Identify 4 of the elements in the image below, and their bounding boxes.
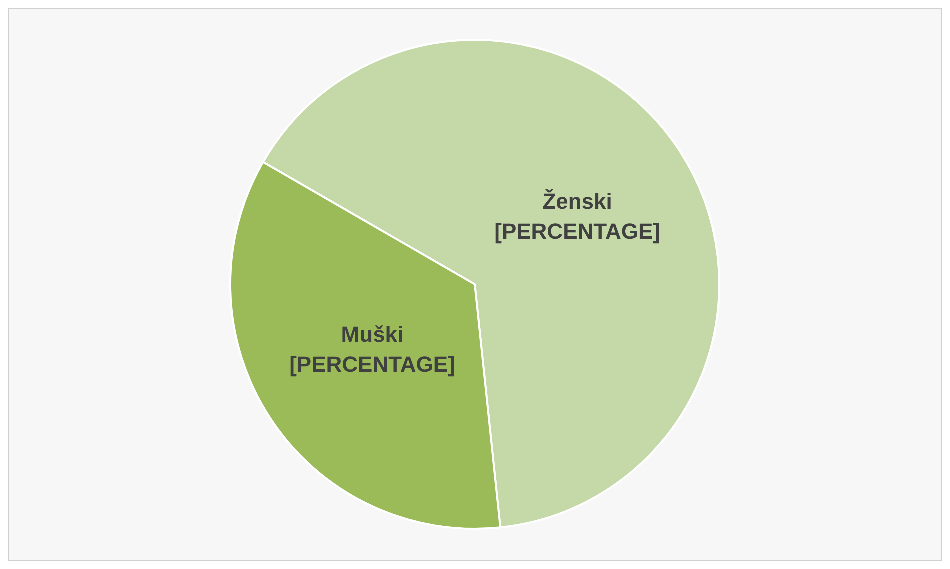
slice-label: Ženski bbox=[542, 188, 612, 214]
slice-label: Muški bbox=[341, 322, 404, 348]
data-label: [PERCENTAGE] bbox=[290, 352, 456, 378]
data-label: [PERCENTAGE] bbox=[494, 218, 660, 244]
